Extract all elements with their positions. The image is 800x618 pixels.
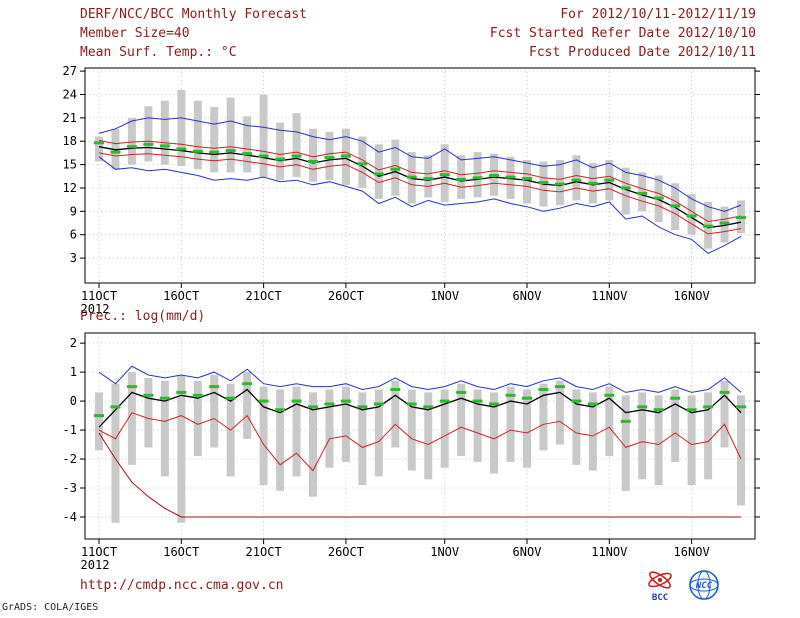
header-row-1: DERF/NCC/BCC Monthly Forecast For 2012/1… [80, 5, 756, 24]
svg-text:1NOV: 1NOV [430, 289, 459, 303]
lower-bound-line [98, 156, 742, 254]
ncc-globe-icon [689, 570, 719, 600]
svg-text:3: 3 [70, 251, 77, 265]
ncc-logo: NCC [689, 570, 719, 600]
lower-bound-line [98, 432, 741, 518]
grads-credit: GrADS: COLA/IGES [2, 602, 99, 613]
svg-text:12: 12 [63, 181, 77, 195]
ensemble-mean-line [98, 388, 742, 428]
temp-chart-title: Mean Surf. Temp.: °C [80, 45, 237, 60]
svg-text:1: 1 [70, 365, 77, 379]
header-row-3: Mean Surf. Temp.: °C Fcst Produced Date … [80, 43, 756, 62]
refer-date: Fcst Started Refer Date 2012/10/10 [489, 26, 756, 41]
axis-labels: 3 6 9 12 15 18 21 24 27 11OCT 16OCT 21OCT 26OCT 1NOV 6… [63, 64, 710, 315]
prec-chart: 2 1 0 -1 -2 -3 -4 11OCT 16OCT 21OCT 26OCT 1NOV 6NOV 1… [63, 332, 760, 572]
forecast-range: For 2012/10/11-2012/11/19 [560, 7, 756, 22]
minus-std-line [98, 412, 742, 472]
gridlines [85, 68, 755, 283]
produced-date: Fcst Produced Date 2012/10/11 [529, 45, 756, 60]
svg-text:-1: -1 [63, 423, 77, 437]
upper-bound-line [98, 117, 742, 212]
svg-text:11NOV: 11NOV [591, 289, 627, 303]
axis-labels: 2 1 0 -1 -2 -3 -4 11OCT 16OCT 21OCT 26OCT 1NOV 6NOV 1… [63, 336, 710, 572]
svg-text:6: 6 [70, 228, 77, 242]
plot-frame [84, 332, 756, 540]
svg-text:11OCT: 11OCT [81, 545, 117, 559]
plus-std-line [98, 139, 742, 223]
svg-text:21OCT: 21OCT [246, 545, 282, 559]
plot-frame [84, 67, 756, 284]
svg-text:26OCT: 26OCT [328, 289, 364, 303]
svg-text:18: 18 [63, 134, 77, 148]
svg-text:-2: -2 [63, 452, 77, 466]
median-dashes [94, 382, 746, 423]
gridlines [85, 333, 755, 539]
svg-text:16OCT: 16OCT [163, 289, 199, 303]
minus-std-line [98, 152, 742, 235]
svg-text:2: 2 [70, 336, 77, 350]
svg-text:26OCT: 26OCT [328, 545, 364, 559]
svg-text:2012: 2012 [81, 558, 110, 572]
svg-text:-4: -4 [63, 510, 77, 524]
report-header: DERF/NCC/BCC Monthly Forecast For 2012/1… [80, 5, 756, 62]
svg-text:24: 24 [63, 87, 77, 101]
svg-text:16OCT: 16OCT [163, 545, 199, 559]
svg-text:11NOV: 11NOV [591, 545, 627, 559]
bcc-swirl-icon [648, 571, 672, 589]
svg-text:0: 0 [70, 394, 77, 408]
svg-text:15: 15 [63, 158, 77, 172]
temp-chart: 3 6 9 12 15 18 21 24 27 11OCT 16OCT 21OCT 26OCT 1NOV 6… [63, 64, 760, 315]
svg-text:21: 21 [63, 111, 77, 125]
site-url: http://cmdp.ncc.cma.gov.cn [80, 578, 284, 593]
svg-text:16NOV: 16NOV [674, 289, 710, 303]
svg-text:9: 9 [70, 204, 77, 218]
svg-text:6NOV: 6NOV [513, 289, 542, 303]
svg-text:16NOV: 16NOV [674, 545, 710, 559]
svg-text:1NOV: 1NOV [430, 545, 459, 559]
median-dashes [94, 141, 746, 228]
axis-ticks [80, 342, 760, 544]
svg-text:-3: -3 [63, 481, 77, 495]
svg-text:2012: 2012 [81, 302, 110, 315]
bcc-label: BCC [652, 593, 668, 603]
svg-text:11OCT: 11OCT [81, 289, 117, 303]
svg-text:27: 27 [63, 64, 77, 78]
svg-text:6NOV: 6NOV [513, 545, 542, 559]
prec-chart-title: Prec.: log(mm/d) [80, 309, 206, 324]
upper-bound-line [98, 365, 742, 393]
bcc-logo: BCC [648, 571, 672, 603]
header-row-2: Member Size=40 Fcst Started Refer Date 2… [80, 24, 756, 43]
member-size: Member Size=40 [80, 26, 190, 41]
ensemble-spread-bars [95, 372, 745, 523]
report-title: DERF/NCC/BCC Monthly Forecast [80, 7, 307, 22]
ensemble-mean-line [98, 146, 742, 229]
svg-text:21OCT: 21OCT [246, 289, 282, 303]
ensemble-spread-bars [95, 89, 745, 249]
axis-ticks [80, 70, 760, 288]
ncc-label: NCC [695, 581, 713, 591]
